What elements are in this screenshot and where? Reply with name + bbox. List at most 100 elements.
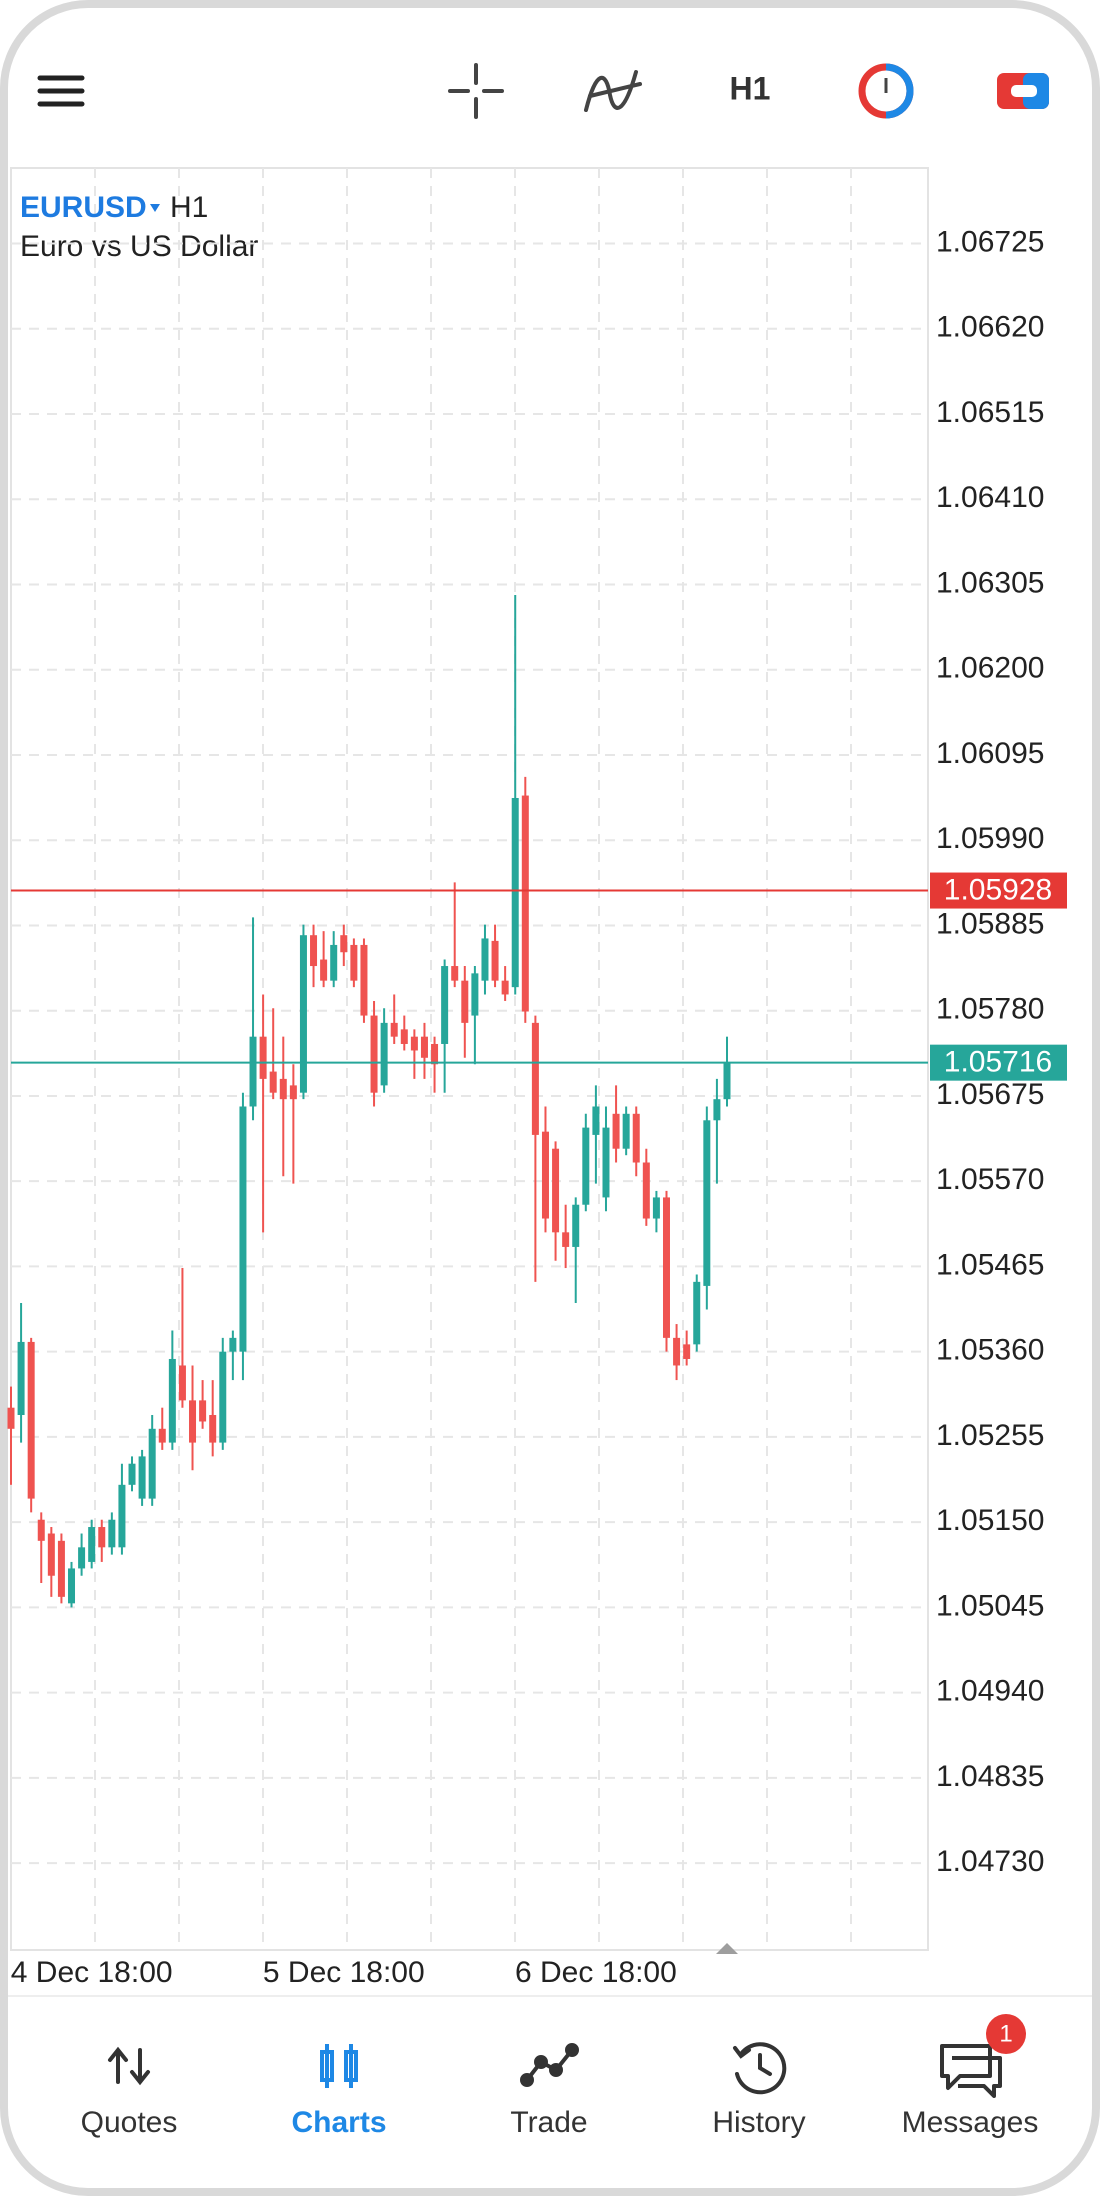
menu-button[interactable] xyxy=(37,75,85,107)
candle-body xyxy=(7,1407,15,1429)
candle-body xyxy=(88,1527,96,1562)
candle-body xyxy=(148,1428,156,1499)
bid-price-tag xyxy=(930,1044,1067,1081)
badge-count: 1 xyxy=(999,2020,1012,2047)
plot-frame xyxy=(10,167,929,1951)
candle-body xyxy=(713,1099,721,1121)
candle-body xyxy=(168,1358,176,1443)
indicators-button[interactable] xyxy=(584,70,642,112)
x-tick-label: 5 Dec 18:00 xyxy=(263,1956,425,1989)
candle-body xyxy=(299,935,307,1093)
candle-body xyxy=(259,1036,267,1079)
y-tick-label: 1.05990 xyxy=(936,822,1044,855)
history-icon[interactable] xyxy=(733,2042,787,2095)
candle-body xyxy=(501,980,509,995)
y-tick-label: 1.04730 xyxy=(936,1845,1044,1878)
y-tick-label: 1.06410 xyxy=(936,481,1044,514)
candle-body xyxy=(491,940,499,981)
badge xyxy=(986,2014,1026,2054)
y-tick-label: 1.06515 xyxy=(936,396,1044,429)
scroll-marker[interactable] xyxy=(716,1943,738,1954)
trade-clock-button[interactable] xyxy=(858,63,914,119)
bottom-nav: 1 Quotes Charts Trade History Messages xyxy=(8,1995,1092,2139)
nav-label[interactable]: Trade xyxy=(510,2106,587,2139)
y-tick-label: 1.05465 xyxy=(936,1248,1044,1281)
y-tick-label: 1.05045 xyxy=(936,1589,1044,1622)
candle-body xyxy=(350,944,358,981)
candle-body xyxy=(572,1204,580,1247)
candle-body xyxy=(229,1337,237,1352)
candle-body xyxy=(310,935,318,967)
candle-body xyxy=(652,1197,660,1219)
candle-body xyxy=(178,1365,186,1401)
candle-body xyxy=(441,966,449,1044)
candle-body xyxy=(683,1344,691,1359)
y-tick-label: 1.06200 xyxy=(936,652,1044,685)
timeframe-button[interactable]: H1 xyxy=(730,70,771,106)
candle-body xyxy=(360,944,368,1016)
candle-body xyxy=(340,935,348,953)
candle-body xyxy=(47,1533,55,1576)
symbol[interactable]: EURUSD xyxy=(20,191,147,224)
charts-icon[interactable] xyxy=(320,2044,358,2088)
candle-body xyxy=(461,980,469,1023)
candle-body xyxy=(289,1085,297,1100)
y-tick-label: 1.05255 xyxy=(936,1419,1044,1452)
candle-body xyxy=(431,1043,439,1065)
messages-icon[interactable] xyxy=(940,2044,1002,2098)
candle-body xyxy=(622,1113,630,1149)
candle-body xyxy=(521,795,529,1012)
symbol-description: Euro vs US Dollar xyxy=(20,230,258,263)
nav-label[interactable]: Charts xyxy=(291,2106,386,2139)
y-tick-label: 1.05360 xyxy=(936,1334,1044,1367)
candle-body xyxy=(370,1015,378,1093)
x-tick-label: 6 Dec 18:00 xyxy=(515,1956,677,1989)
candle-body xyxy=(642,1162,650,1219)
candle-body xyxy=(592,1106,600,1135)
candle-body xyxy=(410,1036,418,1051)
candle-body xyxy=(118,1484,126,1548)
trade-icon[interactable] xyxy=(520,2043,579,2087)
nav-label[interactable]: History xyxy=(712,2106,805,2139)
candle-body xyxy=(602,1127,610,1198)
candle-body xyxy=(269,1071,277,1093)
candle-body xyxy=(17,1341,25,1415)
candle-body xyxy=(693,1281,701,1345)
candle-body xyxy=(632,1113,640,1163)
candle-body xyxy=(390,1022,398,1037)
candle-body xyxy=(541,1131,549,1219)
x-tick-label: 4 Dec 18:00 xyxy=(11,1956,173,1989)
ask-price-tag xyxy=(930,872,1067,909)
quotes-icon[interactable] xyxy=(108,2046,150,2086)
y-tick-label: 1.05885 xyxy=(936,907,1044,940)
y-tick-label: 1.05780 xyxy=(936,993,1044,1026)
candle-body xyxy=(68,1568,76,1604)
y-tick-label: 1.05570 xyxy=(936,1163,1044,1196)
candle-body xyxy=(158,1428,166,1443)
candle-body xyxy=(219,1351,227,1443)
chart: EURUSD H1 Euro vs US Dollar 1.06725 1.066… xyxy=(7,167,1067,1989)
candle-body xyxy=(662,1197,670,1338)
y-tick-label: 1.06305 xyxy=(936,566,1044,599)
candle-body xyxy=(703,1120,711,1286)
one-click-button[interactable] xyxy=(997,73,1049,109)
candle-body xyxy=(138,1456,146,1499)
candle-body xyxy=(320,959,328,981)
nav-label[interactable]: Messages xyxy=(902,2106,1039,2139)
candle-body xyxy=(511,797,519,988)
y-tick-label: 1.05675 xyxy=(936,1078,1044,1111)
candle-body xyxy=(451,966,459,981)
nav-label[interactable]: Quotes xyxy=(81,2106,178,2139)
symbol-dropdown[interactable] xyxy=(150,204,160,212)
candle-body xyxy=(330,944,338,981)
candle-body xyxy=(723,1062,731,1100)
y-tick-label: 1.04940 xyxy=(936,1675,1044,1708)
candle-body xyxy=(562,1232,570,1247)
candle-body xyxy=(612,1113,620,1149)
crosshair-button[interactable] xyxy=(448,63,504,119)
candle-body xyxy=(27,1341,35,1499)
candle-body xyxy=(78,1547,86,1569)
candle-body xyxy=(420,1036,428,1058)
